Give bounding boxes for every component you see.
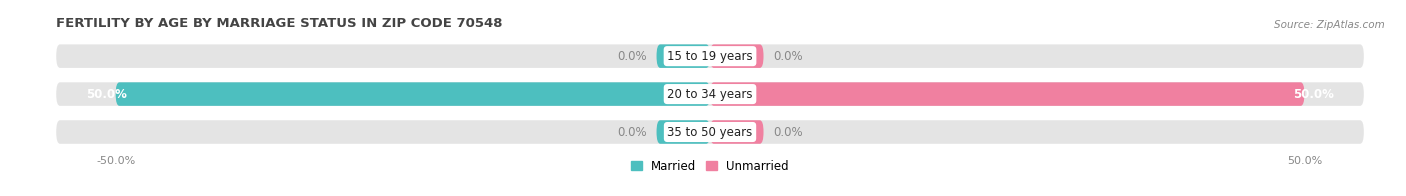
- Text: 20 to 34 years: 20 to 34 years: [668, 88, 752, 101]
- Text: Source: ZipAtlas.com: Source: ZipAtlas.com: [1274, 20, 1385, 30]
- Text: 50.0%: 50.0%: [1294, 88, 1334, 101]
- Text: 35 to 50 years: 35 to 50 years: [668, 125, 752, 139]
- Legend: Married, Unmarried: Married, Unmarried: [631, 160, 789, 173]
- Text: FERTILITY BY AGE BY MARRIAGE STATUS IN ZIP CODE 70548: FERTILITY BY AGE BY MARRIAGE STATUS IN Z…: [56, 17, 503, 30]
- FancyBboxPatch shape: [56, 120, 1364, 144]
- FancyBboxPatch shape: [710, 82, 1305, 106]
- Text: 15 to 19 years: 15 to 19 years: [668, 50, 752, 63]
- FancyBboxPatch shape: [710, 44, 763, 68]
- Text: 0.0%: 0.0%: [773, 125, 803, 139]
- FancyBboxPatch shape: [56, 44, 1364, 68]
- FancyBboxPatch shape: [657, 120, 710, 144]
- Text: 0.0%: 0.0%: [617, 125, 647, 139]
- Text: 0.0%: 0.0%: [773, 50, 803, 63]
- FancyBboxPatch shape: [657, 44, 710, 68]
- Text: 0.0%: 0.0%: [617, 50, 647, 63]
- FancyBboxPatch shape: [56, 82, 1364, 106]
- FancyBboxPatch shape: [710, 120, 763, 144]
- FancyBboxPatch shape: [115, 82, 710, 106]
- Text: 50.0%: 50.0%: [86, 88, 127, 101]
